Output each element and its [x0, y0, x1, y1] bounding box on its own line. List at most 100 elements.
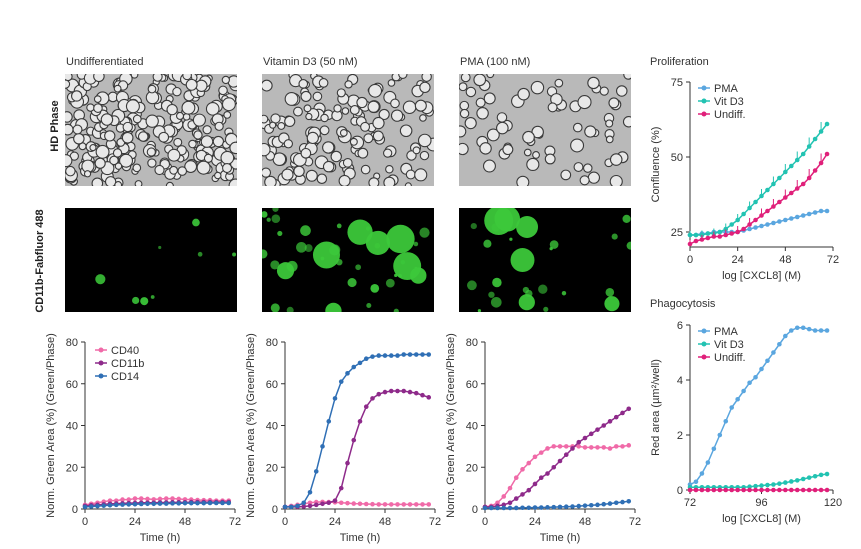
data-point: [753, 483, 758, 489]
x-axis-label: Time (h): [140, 532, 181, 544]
phase-cell: [360, 121, 371, 132]
data-point: [699, 487, 705, 493]
fluorescent-cell: [516, 216, 539, 238]
data-point: [407, 389, 413, 395]
fluorescent-cell: [336, 258, 343, 266]
phase-cell: [166, 103, 178, 116]
data-point: [338, 485, 344, 491]
fluorescent-cell: [270, 260, 280, 270]
phase-cell: [181, 100, 196, 115]
data-point: [812, 473, 818, 479]
phase-cell: [399, 124, 413, 138]
phase-cell: [293, 106, 303, 117]
phase-cell: [272, 152, 287, 166]
phase-image-pma: [459, 74, 631, 186]
data-point: [326, 419, 332, 424]
fluorescent-cell: [366, 303, 372, 309]
data-point: [413, 352, 419, 357]
data-point: [313, 502, 319, 508]
phase-cell: [312, 91, 323, 102]
data-point: [818, 487, 824, 493]
x-tick-label: 48: [179, 516, 191, 528]
fluorescent-cell: [543, 306, 549, 312]
data-point: [794, 214, 800, 220]
data-point: [145, 501, 150, 507]
phase-cell: [114, 181, 123, 186]
phase-cell: [305, 169, 318, 182]
phase-cell: [587, 76, 600, 90]
phase-cell: [402, 100, 417, 115]
phase-cell: [145, 114, 159, 128]
data-point: [563, 452, 569, 458]
data-point: [532, 481, 538, 487]
x-tick-label: 48: [379, 516, 391, 528]
data-point: [145, 496, 150, 502]
phase-cell: [616, 85, 628, 97]
data-point: [777, 341, 782, 347]
data-point: [345, 460, 350, 466]
fluorescent-cell: [132, 296, 140, 305]
data-point: [301, 504, 307, 509]
x-axis-label: log [CXCL8] (M): [722, 270, 801, 282]
data-point: [747, 222, 752, 227]
y-tick-label: 80: [266, 337, 278, 349]
phase-cell: [182, 74, 192, 81]
data-point: [759, 483, 764, 488]
data-point: [693, 479, 699, 485]
phase-cell: [476, 107, 489, 120]
phase-cell: [305, 112, 313, 121]
data-point: [582, 435, 588, 441]
phase-cell: [223, 110, 232, 119]
data-point: [777, 219, 782, 224]
data-point: [800, 325, 806, 331]
phase-cell: [459, 82, 468, 92]
data-point: [800, 487, 806, 493]
data-point: [794, 157, 800, 163]
legend-marker: [701, 341, 707, 347]
data-point: [747, 484, 752, 489]
data-point: [545, 505, 550, 510]
data-point: [357, 419, 363, 424]
data-point: [363, 356, 369, 361]
data-point: [376, 502, 382, 507]
fluorescent-cell: [626, 241, 631, 250]
phase-cell: [464, 117, 477, 130]
phase-cell: [212, 135, 225, 148]
data-point: [788, 163, 794, 169]
data-point: [765, 482, 770, 488]
phase-cell: [196, 160, 211, 175]
data-point: [818, 472, 824, 478]
phase-cell: [122, 121, 133, 133]
phase-cell: [473, 74, 487, 87]
data-point: [800, 151, 806, 157]
data-point: [420, 352, 425, 357]
x-tick-label: 72: [229, 516, 241, 528]
phase-cell: [218, 85, 228, 96]
data-point: [326, 500, 332, 506]
data-point: [777, 199, 782, 205]
data-point: [351, 364, 357, 370]
data-point: [188, 500, 194, 506]
data-point: [788, 216, 794, 221]
data-point: [95, 503, 100, 509]
data-point: [788, 487, 794, 493]
data-point: [357, 360, 363, 366]
data-point: [753, 217, 758, 223]
data-point: [582, 503, 588, 508]
phase-cell: [605, 119, 614, 128]
data-point: [783, 333, 788, 339]
data-point: [513, 475, 519, 480]
phase-cell: [152, 74, 163, 82]
data-point: [620, 444, 625, 449]
data-point: [735, 396, 740, 402]
phase-cell: [65, 165, 76, 177]
data-point: [351, 437, 357, 443]
phase-cell: [496, 112, 508, 123]
phase-cell: [385, 165, 394, 174]
y-axis-label: Confluence (%): [650, 127, 662, 203]
y-tick-label: 40: [66, 421, 78, 433]
phase-cell: [623, 74, 631, 80]
phase-cell: [214, 171, 222, 180]
fluorescent-cell: [398, 273, 402, 278]
data-point: [407, 352, 413, 357]
